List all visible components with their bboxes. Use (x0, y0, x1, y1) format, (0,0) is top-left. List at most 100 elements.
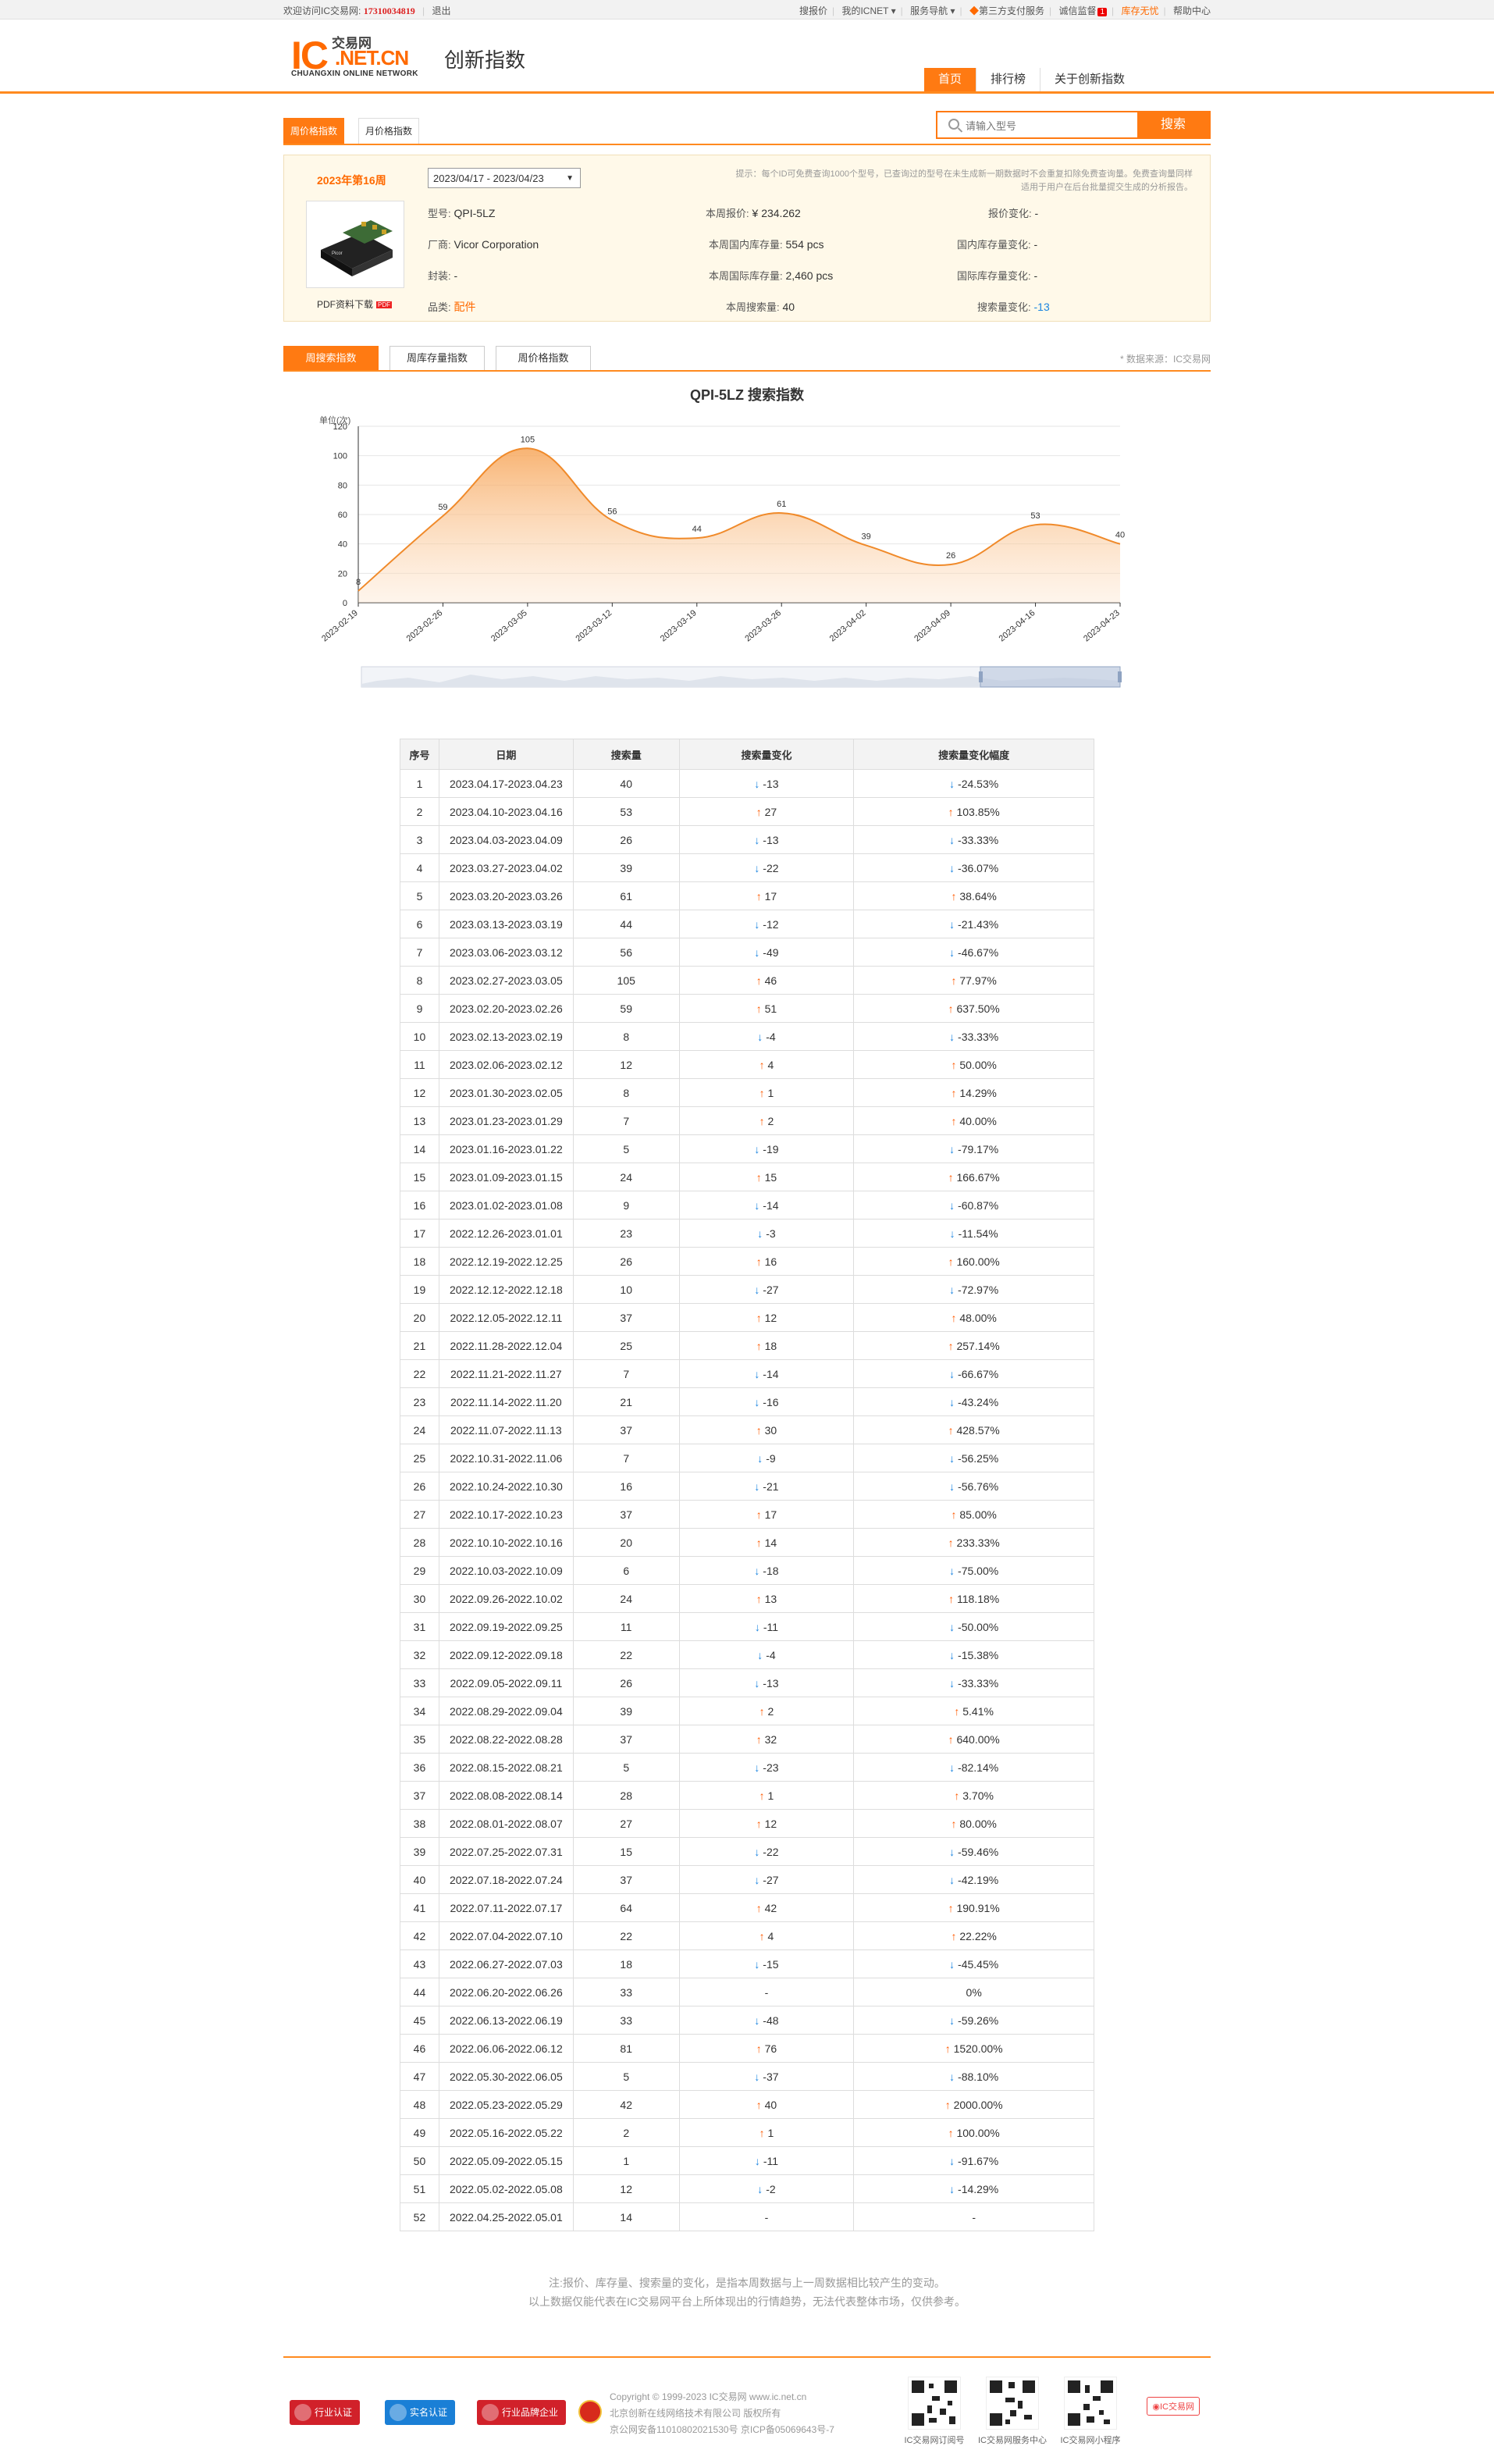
nav-about[interactable]: 关于创新指数 (1039, 68, 1139, 91)
cell-search: 25 (572, 1331, 680, 1360)
cell-change: ↓ -4 (678, 1640, 855, 1669)
cell-date: 2022.11.21-2022.11.27 (438, 1359, 574, 1388)
qr-caption: IC交易网订阅号 (904, 2436, 965, 2445)
service-nav-link[interactable]: 服务导航 ▾ (910, 5, 955, 16)
payment-service-link[interactable]: ◆第三方支付服务 (969, 5, 1044, 16)
arrow-down-icon: ↓ (754, 861, 763, 874)
arrow-up-icon: ↑ (756, 1255, 765, 1268)
brand-enterprise-badge[interactable]: 行业品牌企业 (477, 2400, 567, 2425)
copyright-line: Copyright © 1999-2023 IC交易网 www.ic.net.c… (610, 2391, 807, 2402)
change-value: 17 (764, 889, 777, 903)
cell-index: 27 (400, 1500, 439, 1529)
pdf-download-link[interactable]: PDF资料下载 PDF (317, 297, 393, 311)
tab-monthly-price[interactable]: 月价格指数 (358, 118, 420, 144)
cell-date: 2022.10.17-2022.10.23 (438, 1500, 574, 1529)
cell-date: 2022.05.09-2022.05.15 (438, 2146, 574, 2175)
change-value: 18 (764, 1339, 777, 1352)
cell-search: 23 (572, 1219, 680, 1248)
data-label: 61 (777, 500, 786, 509)
arrow-up-icon: ↑ (951, 1058, 960, 1071)
cell-change-pct: ↑ 22.22% (853, 1921, 1094, 1950)
cell-date: 2022.06.20-2022.06.26 (438, 1978, 574, 2006)
cell-change-pct: ↑ 190.91% (853, 1893, 1094, 1922)
cell-search: 5 (572, 2062, 680, 2091)
cell-search: 105 (572, 966, 680, 995)
table-row: 47 2022.05.30-2022.06.05 5 ↓ -37 ↓ -88.10% (400, 2062, 1094, 2091)
change-value: -49 (763, 945, 779, 959)
logo-cn: 交易网 (332, 36, 372, 51)
category-value: 配件 (454, 301, 476, 313)
weibo-link[interactable]: ◉IC交易网 (1147, 2397, 1200, 2416)
table-row: 16 2023.01.02-2023.01.08 9 ↓ -14 ↓ -60.87% (400, 1191, 1094, 1220)
cell-index: 9 (400, 994, 439, 1023)
nav-ranking[interactable]: 排行榜 (975, 68, 1040, 91)
table-row: 23 2022.11.14-2022.11.20 21 ↓ -16 ↓ -43.24% (400, 1387, 1094, 1416)
chart-range-slider[interactable] (361, 666, 1122, 688)
domestic-change-field: 国内库存量变化: - (957, 238, 1038, 251)
change-value: -33.33% (958, 1676, 999, 1690)
x-tick-label: 2023-04-09 (912, 608, 952, 643)
cell-change: ↓ -13 (678, 1668, 855, 1697)
slider-right-handle[interactable] (1118, 671, 1122, 682)
y-tick-label: 100 (333, 452, 347, 461)
cell-change-pct: ↓ -33.33% (853, 1668, 1094, 1697)
arrow-up-icon: ↑ (756, 974, 765, 987)
cell-change: ↑ 14 (678, 1528, 855, 1557)
cell-index: 3 (400, 825, 439, 854)
tab-weekly-search[interactable]: 周搜索指数 (283, 346, 379, 370)
my-icnet-link[interactable]: 我的ICNET ▾ (841, 5, 895, 16)
cell-change: ↑ 27 (678, 797, 855, 826)
quote-search-link[interactable]: 搜报价 (799, 5, 827, 16)
slider-left-handle[interactable] (979, 671, 983, 682)
domestic-stock-field: 本周国内库存量: 554 pcs (709, 238, 824, 251)
change-value: 14.29% (959, 1086, 997, 1099)
arrow-up-icon: ↑ (759, 1058, 768, 1071)
realname-cert-badge[interactable]: 实名认证 (385, 2400, 456, 2425)
cell-date: 2022.07.18-2022.07.24 (438, 1865, 574, 1894)
cell-date: 2022.08.15-2022.08.21 (438, 1753, 574, 1782)
table-row: 42 2022.07.04-2022.07.10 22 ↑ 4 ↑ 22.22% (400, 1921, 1094, 1950)
top-bar: 欢迎访问IC交易网: 17310034819 | 退出 搜报价 | 我的ICNET… (0, 0, 1494, 20)
search-button[interactable]: 搜索 (1137, 112, 1209, 137)
cell-change-pct: ↓ -79.17% (853, 1134, 1094, 1163)
cell-search: 5 (572, 1753, 680, 1782)
search-input[interactable] (964, 112, 1139, 139)
cell-change-pct: ↑ 1520.00% (853, 2034, 1094, 2063)
arrow-down-icon: ↓ (754, 1676, 763, 1690)
arrow-up-icon: ↑ (954, 1704, 963, 1718)
cell-change-pct: 0% (853, 1978, 1094, 2006)
stock-free-link[interactable]: 库存无忧 (1121, 5, 1159, 16)
change-value: -4 (766, 1648, 776, 1661)
week-date-select[interactable]: 2023/04/17 - 2023/04/23 ▼ (428, 168, 581, 188)
nav-home[interactable]: 首页 (923, 68, 976, 91)
cell-search: 37 (572, 1865, 680, 1894)
welcome-area: 欢迎访问IC交易网: 17310034819 | 退出 (283, 4, 451, 17)
model-field: 型号: QPI-5LZ (428, 207, 496, 219)
cell-date: 2022.10.31-2022.11.06 (438, 1444, 574, 1472)
table-row: 35 2022.08.22-2022.08.28 37 ↑ 32 ↑ 640.00% (400, 1725, 1094, 1754)
tab-weekly-price-index[interactable]: 周价格指数 (496, 346, 591, 370)
change-value: -13 (763, 777, 779, 790)
change-value: -9 (766, 1451, 776, 1465)
copyright-block: Copyright © 1999-2023 IC交易网 www.ic.net.c… (610, 2389, 834, 2438)
tab-weekly-stock[interactable]: 周库存量指数 (390, 346, 485, 370)
cell-index: 41 (400, 1893, 439, 1922)
my-icnet-label: 我的ICNET (841, 5, 889, 16)
tab-weekly-price[interactable]: 周价格指数 (283, 118, 345, 144)
logout-link[interactable]: 退出 (432, 5, 451, 16)
site-logo[interactable]: IC 交易网 .NET.CN CHUANGXIN ONLINE NETWORK (291, 32, 428, 79)
arrow-down-icon: ↓ (754, 1873, 763, 1886)
arrow-down-icon: ↓ (757, 2182, 767, 2195)
cell-change-pct: ↑ 85.00% (853, 1500, 1094, 1529)
change-value: 48.00% (959, 1311, 997, 1324)
footnotes: 注:报价、库存量、搜索量的变化，是指本周数据与上一周数据相比较产生的变动。 以上… (283, 2274, 1211, 2311)
integrity-link[interactable]: 诚信监督 1 (1058, 5, 1108, 16)
search-change-value: -13 (1033, 301, 1050, 313)
arrow-down-icon: ↓ (754, 1479, 763, 1493)
cell-search: 64 (572, 1893, 680, 1922)
cell-index: 7 (400, 938, 439, 967)
industry-cert-badge[interactable]: 行业认证 (290, 2400, 361, 2425)
help-center-link[interactable]: 帮助中心 (1172, 5, 1211, 16)
change-value: -37 (763, 2070, 779, 2083)
cell-search: 7 (572, 1444, 680, 1472)
